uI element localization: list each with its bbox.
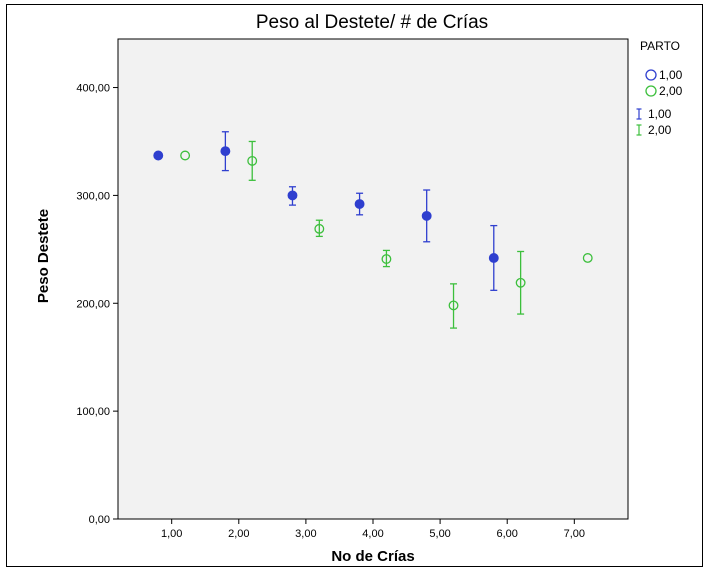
data-point — [153, 150, 164, 161]
legend-marker-series-2 — [645, 85, 657, 97]
x-tick-label: 3,00 — [295, 528, 316, 540]
legend-errorbar-marker-series-1 — [636, 108, 642, 120]
legend-errorbar-label-series-2: 2,00 — [648, 123, 672, 137]
legend-errorbar-marker-series-2 — [636, 124, 642, 136]
data-point — [247, 155, 258, 166]
legend-marker-series-1 — [645, 69, 657, 81]
data-point — [354, 199, 365, 209]
error-bar — [450, 283, 458, 329]
legend: PARTO 1,00 2,00 1,00 2,00 — [636, 39, 683, 137]
x-tick-label: 5,00 — [429, 528, 450, 540]
legend-errorbar-label-series-1: 1,00 — [648, 107, 672, 121]
data-point — [381, 254, 392, 264]
x-tick-label: 4,00 — [362, 528, 383, 540]
data-point — [448, 300, 459, 311]
legend-label-series-1: 1,00 — [659, 68, 683, 82]
y-tick-label: 300,00 — [76, 190, 110, 202]
y-axis: 0,00 100,00 200,00 300,00 400,00 — [76, 83, 118, 526]
y-tick-label: 0,00 — [89, 514, 110, 526]
x-tick-label: 6,00 — [496, 528, 517, 540]
data-point — [421, 210, 432, 221]
data-point — [488, 253, 499, 263]
data-point — [515, 277, 526, 288]
x-axis: 1,00 2,00 3,00 4,00 5,00 6,00 7,00 — [161, 519, 585, 540]
legend-title: PARTO — [640, 39, 680, 53]
data-point — [287, 190, 298, 201]
y-axis-label: Peso Destete — [35, 209, 52, 303]
data-point — [582, 253, 593, 263]
error-bar — [517, 250, 525, 315]
data-points — [153, 146, 593, 311]
y-tick-label: 400,00 — [76, 83, 110, 95]
x-tick-label: 2,00 — [228, 528, 249, 540]
x-tick-label: 7,00 — [564, 528, 585, 540]
data-point — [314, 223, 325, 234]
x-tick-label: 1,00 — [161, 528, 182, 540]
plot-area — [117, 38, 629, 520]
data-point — [220, 146, 231, 157]
error-bar — [248, 140, 256, 181]
chart-title: Peso al Destete/ # de Crías — [256, 12, 488, 33]
y-tick-label: 200,00 — [76, 298, 110, 310]
y-tick-label: 100,00 — [76, 406, 110, 418]
x-axis-label: No de Crías — [331, 548, 414, 565]
data-point — [180, 150, 191, 161]
legend-label-series-2: 2,00 — [659, 84, 683, 98]
